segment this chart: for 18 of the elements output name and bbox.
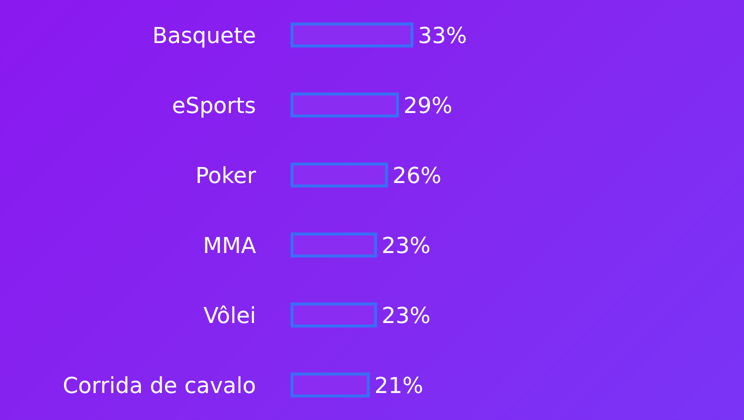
data-label: 23% [382,304,431,329]
y-tick-label: eSports [172,94,256,119]
bar [290,92,399,118]
data-label: 29% [403,94,452,119]
bar [290,22,414,48]
bar [290,372,370,398]
data-label: 21% [374,374,424,399]
y-tick-label: MMA [202,234,256,259]
bar [290,162,388,188]
y-tick-label: Corrida de cavalo [62,374,256,399]
y-tick-label: Vôlei [203,304,256,329]
data-label: 26% [392,164,442,189]
y-tick-label: Poker [196,164,257,189]
data-label: 23% [382,234,431,259]
data-label: 33% [418,24,467,49]
y-tick-label: Basquete [152,24,256,49]
bar [290,232,378,258]
bar [290,302,378,328]
